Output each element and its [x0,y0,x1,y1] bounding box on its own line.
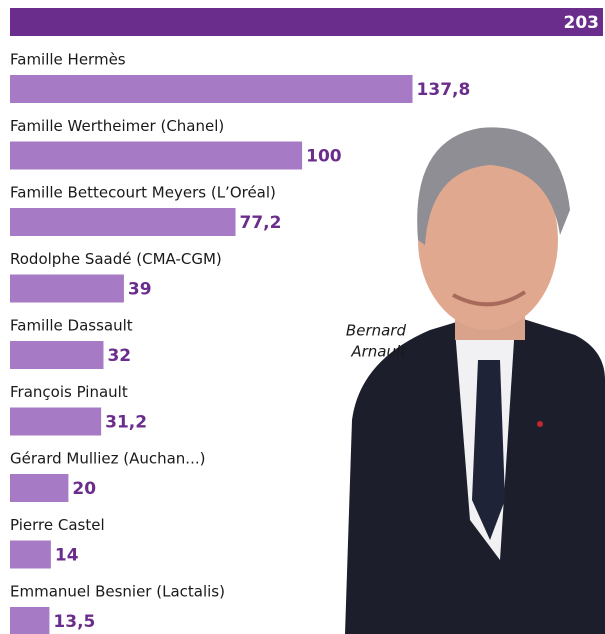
value-label: 39 [128,280,152,300]
category-label: François Pinault [10,383,128,401]
category-label: Pierre Castel [10,516,105,534]
bar [10,408,101,436]
value-label: 31,2 [105,413,147,433]
bar [10,607,49,634]
value-label: 32 [107,346,131,366]
category-label: Rodolphe Saadé (CMA-CGM) [10,250,222,268]
value-label: 203 [564,13,600,33]
bar [10,341,103,369]
value-label: 100 [306,147,342,167]
bar [10,474,68,502]
category-label: Emmanuel Besnier (Lactalis) [10,583,225,601]
value-label: 13,5 [53,612,95,632]
category-label: Gérard Mulliez (Auchan...) [10,450,205,468]
chart: Bernard Arnault (LVMH) Famille Hermès Fami… [0,0,605,634]
category-label: Famille Hermès [10,51,126,69]
value-label: 77,2 [240,213,282,233]
category-label: Famille Wertheimer (Chanel) [10,117,224,135]
value-label: 14 [55,546,79,566]
category-label: Famille Dassault [10,317,133,335]
photo-caption: Bernard [346,322,407,340]
bar [10,8,603,36]
bar [10,75,413,103]
bar [10,142,302,170]
category-label: Famille Bettecourt Meyers (L’Oréal) [10,184,276,202]
photo-caption: Arnault [350,343,407,361]
bar [10,208,236,236]
bar [10,541,51,569]
value-label: 137,8 [417,80,471,100]
value-label: 20 [72,479,96,499]
category-label: Bernard Arnault (LVMH) [10,0,186,2]
portrait [345,127,605,634]
bar [10,275,124,303]
